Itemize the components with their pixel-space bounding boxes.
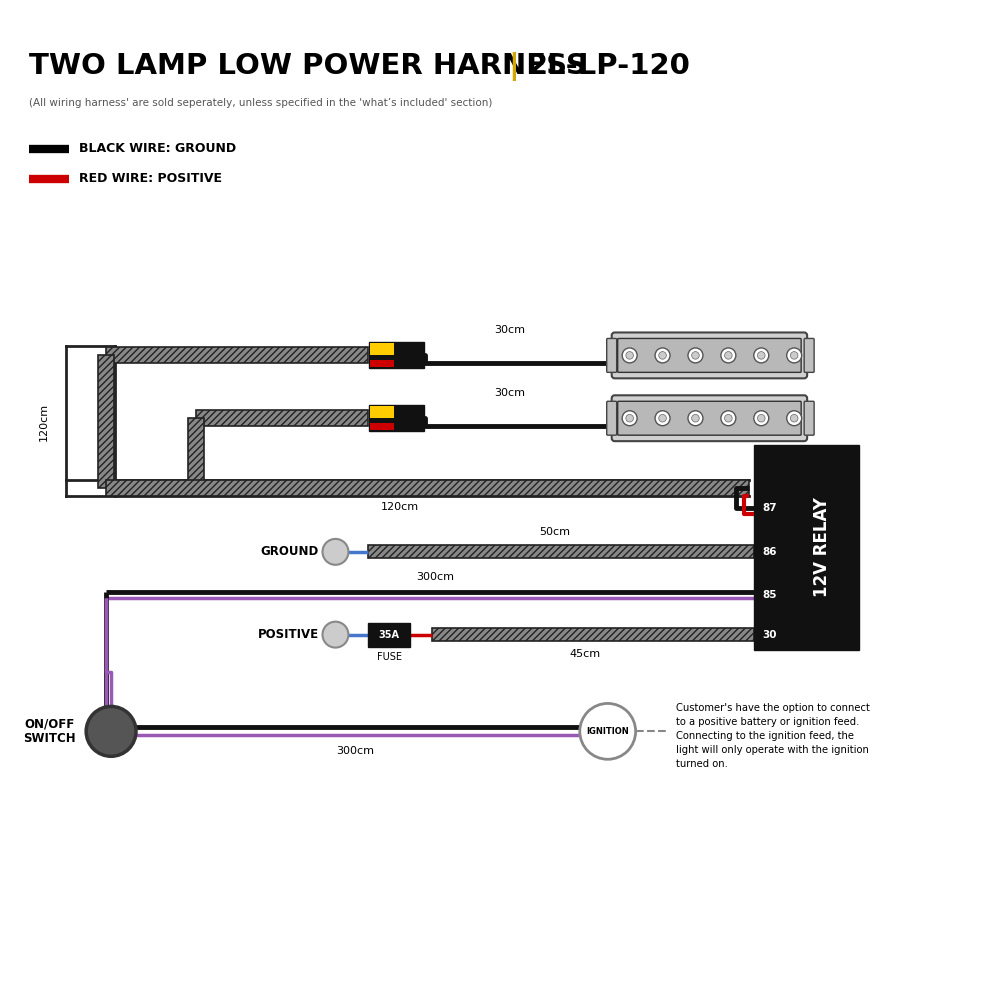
Text: GROUND: GROUND: [260, 545, 319, 558]
Circle shape: [659, 352, 666, 359]
Text: 120cm: 120cm: [39, 403, 49, 441]
FancyBboxPatch shape: [607, 401, 617, 435]
FancyBboxPatch shape: [754, 445, 859, 650]
Text: 12V RELAY: 12V RELAY: [813, 497, 831, 597]
Text: 30: 30: [762, 630, 777, 640]
Circle shape: [787, 411, 802, 426]
Polygon shape: [98, 355, 114, 488]
FancyBboxPatch shape: [368, 623, 410, 647]
Circle shape: [790, 352, 798, 359]
Text: (All wiring harness' are sold seperately, unless specified in the 'what’s includ: (All wiring harness' are sold seperately…: [29, 98, 493, 108]
Text: TWO LAMP LOW POWER HARNESS: TWO LAMP LOW POWER HARNESS: [29, 52, 587, 80]
FancyBboxPatch shape: [804, 338, 814, 372]
Circle shape: [580, 703, 636, 759]
Circle shape: [626, 414, 633, 422]
Circle shape: [692, 414, 699, 422]
Circle shape: [787, 348, 802, 363]
Circle shape: [721, 348, 736, 363]
FancyBboxPatch shape: [804, 401, 814, 435]
Text: IGNITION: IGNITION: [586, 727, 629, 736]
Text: 45cm: 45cm: [569, 649, 600, 659]
FancyBboxPatch shape: [370, 423, 394, 430]
Text: |: |: [508, 52, 519, 81]
Text: 300cm: 300cm: [416, 572, 454, 582]
Text: BLACK WIRE: GROUND: BLACK WIRE: GROUND: [79, 142, 236, 155]
Circle shape: [754, 411, 769, 426]
Text: ON/OFF
SWITCH: ON/OFF SWITCH: [24, 717, 76, 745]
Circle shape: [757, 352, 765, 359]
Text: 120cm: 120cm: [381, 502, 419, 512]
Circle shape: [725, 414, 732, 422]
Circle shape: [757, 414, 765, 422]
Circle shape: [655, 411, 670, 426]
Text: 85: 85: [762, 590, 777, 600]
Circle shape: [659, 414, 666, 422]
FancyBboxPatch shape: [370, 343, 394, 355]
Circle shape: [688, 348, 703, 363]
FancyBboxPatch shape: [369, 342, 395, 368]
FancyBboxPatch shape: [370, 360, 394, 367]
Circle shape: [692, 352, 699, 359]
Polygon shape: [106, 347, 368, 363]
Circle shape: [626, 352, 633, 359]
Text: 2L-LP-120: 2L-LP-120: [528, 52, 691, 80]
Polygon shape: [196, 410, 368, 426]
Circle shape: [721, 411, 736, 426]
FancyBboxPatch shape: [395, 405, 424, 431]
Polygon shape: [188, 418, 204, 488]
Text: 50cm: 50cm: [539, 527, 570, 537]
Text: Customer's have the option to connect
to a positive battery or ignition feed.
Co: Customer's have the option to connect to…: [676, 703, 869, 769]
FancyBboxPatch shape: [395, 342, 424, 368]
Circle shape: [790, 414, 798, 422]
Text: 30cm: 30cm: [494, 388, 525, 398]
FancyBboxPatch shape: [369, 405, 395, 431]
Text: 87: 87: [762, 503, 777, 513]
Polygon shape: [368, 545, 754, 558]
Circle shape: [655, 348, 670, 363]
Text: FUSE: FUSE: [377, 652, 402, 662]
FancyBboxPatch shape: [607, 338, 617, 372]
Circle shape: [622, 411, 637, 426]
Circle shape: [754, 348, 769, 363]
FancyBboxPatch shape: [618, 401, 801, 435]
Circle shape: [322, 622, 348, 648]
Circle shape: [725, 352, 732, 359]
Text: 30cm: 30cm: [494, 325, 525, 335]
Circle shape: [622, 348, 637, 363]
Text: POSITIVE: POSITIVE: [257, 628, 319, 641]
Circle shape: [322, 539, 348, 565]
Polygon shape: [432, 628, 754, 641]
Text: RED WIRE: POSITIVE: RED WIRE: POSITIVE: [79, 172, 222, 185]
FancyBboxPatch shape: [612, 395, 807, 441]
Circle shape: [86, 706, 136, 756]
FancyBboxPatch shape: [618, 338, 801, 372]
Polygon shape: [106, 480, 749, 496]
Text: 35A: 35A: [379, 630, 400, 640]
Text: 300cm: 300cm: [336, 746, 374, 756]
FancyBboxPatch shape: [612, 332, 807, 378]
Circle shape: [688, 411, 703, 426]
FancyBboxPatch shape: [370, 406, 394, 418]
Text: 86: 86: [762, 547, 777, 557]
